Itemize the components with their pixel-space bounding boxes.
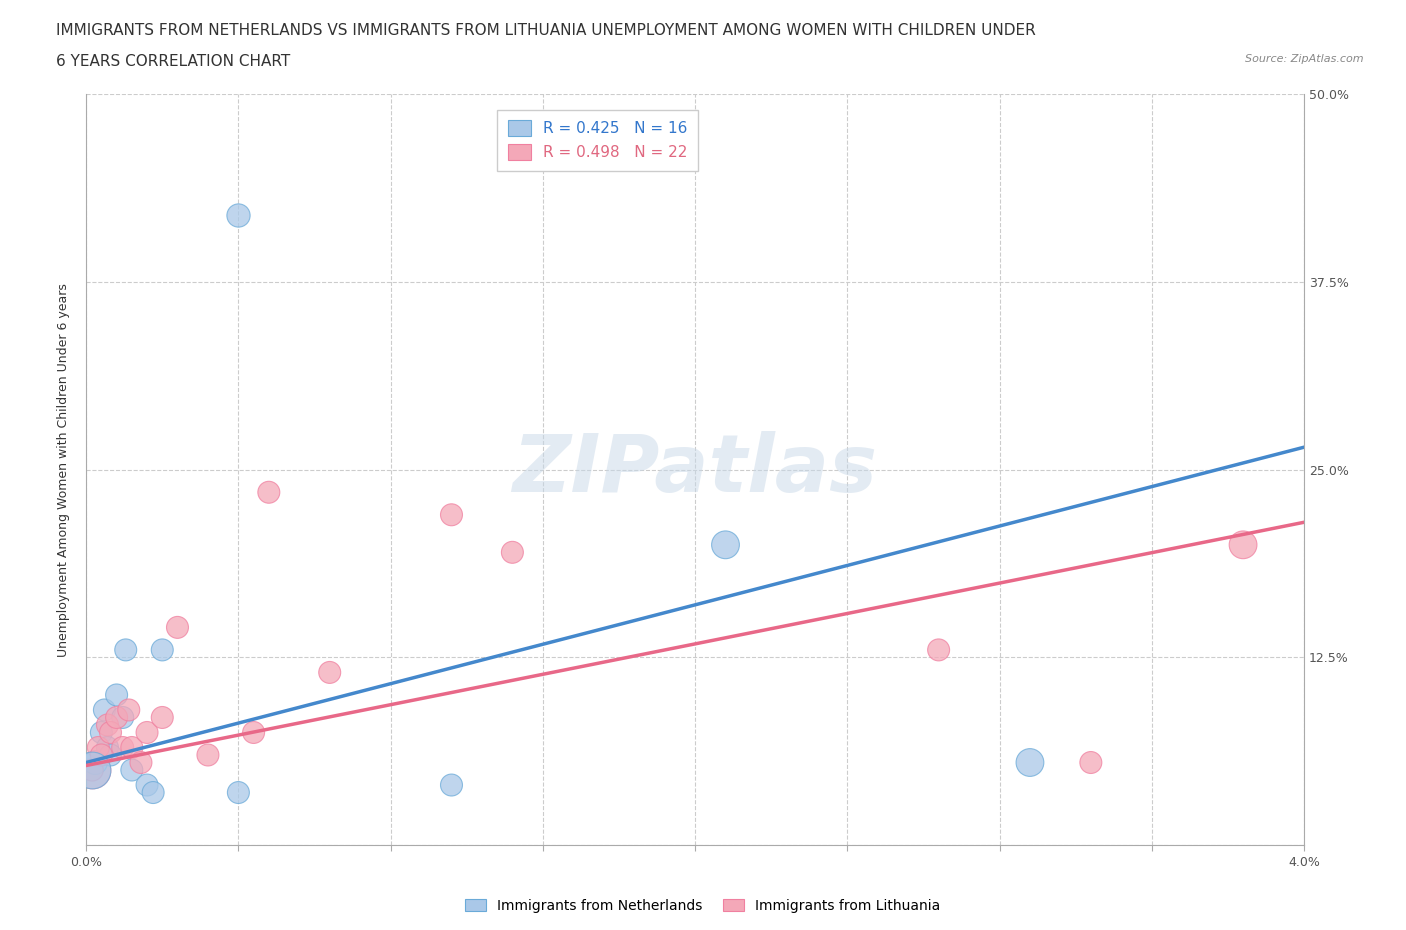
Point (121, 740, 143, 755)
Text: 6 YEARS CORRELATION CHART: 6 YEARS CORRELATION CHART (56, 54, 291, 69)
Point (136, 777, 159, 792)
Point (96, 718, 118, 733)
Point (105, 710, 128, 724)
Point (90, 748, 112, 763)
Point (319, 665, 342, 680)
Point (84, 755, 107, 770)
Legend: Immigrants from Netherlands, Immigrants from Lithuania: Immigrants from Netherlands, Immigrants … (460, 894, 946, 919)
Text: Source: ZipAtlas.com: Source: ZipAtlas.com (1246, 54, 1364, 64)
Point (166, 620, 188, 635)
Point (90, 725, 112, 740)
Y-axis label: Unemployment Among Women with Children Under 6 years: Unemployment Among Women with Children U… (58, 283, 70, 657)
Point (242, 725, 264, 740)
Point (118, 702, 141, 717)
Point (1019, 755, 1042, 770)
Point (96, 740, 118, 755)
Point (150, 710, 173, 724)
Point (111, 710, 134, 724)
Point (82, 763, 104, 777)
Point (93, 702, 115, 717)
Point (228, 207, 250, 222)
Point (928, 643, 950, 658)
Point (440, 777, 463, 792)
Point (82, 763, 104, 777)
Point (1232, 538, 1254, 552)
Point (150, 643, 173, 658)
Point (257, 485, 280, 499)
Point (87, 740, 110, 755)
Point (501, 545, 523, 560)
Point (105, 687, 128, 702)
Point (1080, 755, 1102, 770)
Point (142, 785, 165, 800)
Point (111, 740, 134, 755)
Legend: R = 0.425   N = 16, R = 0.498   N = 22: R = 0.425 N = 16, R = 0.498 N = 22 (498, 110, 699, 170)
Point (100, 725, 122, 740)
Point (82, 763, 104, 777)
Text: ZIPatlas: ZIPatlas (513, 431, 877, 509)
Point (136, 725, 159, 740)
Point (440, 508, 463, 523)
Point (100, 748, 122, 763)
Text: IMMIGRANTS FROM NETHERLANDS VS IMMIGRANTS FROM LITHUANIA UNEMPLOYMENT AMONG WOME: IMMIGRANTS FROM NETHERLANDS VS IMMIGRANT… (56, 23, 1036, 38)
Point (228, 785, 250, 800)
Point (121, 763, 143, 777)
Point (114, 643, 136, 658)
Point (197, 748, 219, 763)
Point (714, 538, 737, 552)
Point (129, 755, 152, 770)
